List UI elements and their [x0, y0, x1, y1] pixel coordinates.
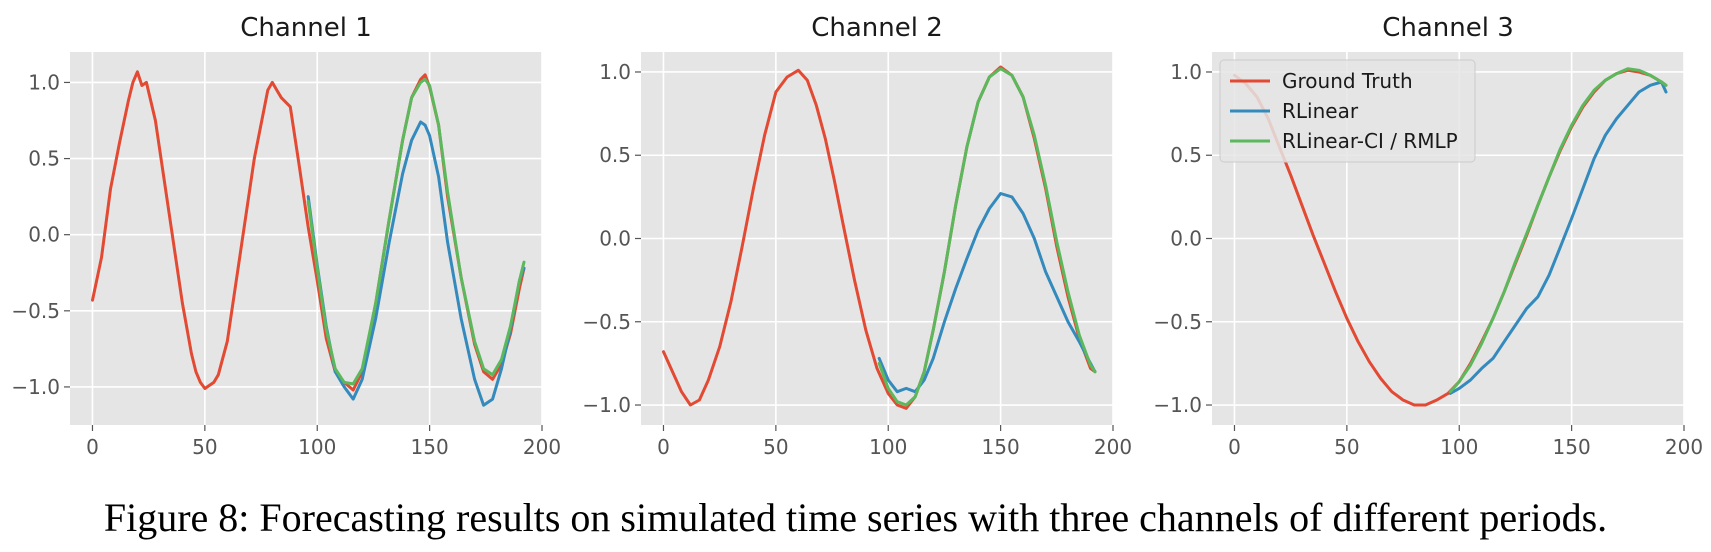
x-tick-label: 100 — [869, 435, 907, 459]
y-tick-label: 0.5 — [1170, 143, 1202, 167]
legend-label: Ground Truth — [1282, 69, 1413, 93]
channel-title: Channel 2 — [811, 13, 943, 43]
series-line-rlinear-ci-rmlp — [306, 77, 526, 386]
channel-2-panel: 0 50 100 150 200 1.0 0.5 0.0 −0.5 −1.0 Channel 2 — [582, 13, 1132, 459]
x-tick-label: 150 — [411, 435, 449, 459]
x-tick-label: 200 — [1665, 435, 1703, 459]
x-tick-label: 200 — [523, 435, 561, 459]
channel-title: Channel 1 — [240, 13, 372, 43]
y-tick-label: −0.5 — [1153, 310, 1202, 334]
x-tick-label: 100 — [1440, 435, 1478, 459]
x-tick-label: 50 — [192, 435, 217, 459]
x-tick-label: 200 — [1094, 435, 1132, 459]
y-tick-label: 0.0 — [28, 223, 60, 247]
series-line-rlinear-ci-rmlp — [1448, 67, 1668, 394]
y-tick-label: −1.0 — [582, 393, 631, 417]
x-tick-label: 0 — [657, 435, 670, 459]
x-tick-label: 150 — [1553, 435, 1591, 459]
series-line-rlinear — [1448, 80, 1668, 395]
legend: Ground Truth RLinear RLinear-CI / RMLP — [1219, 59, 1476, 163]
figure-chart: 0 50 100 150 200 1.0 0.5 0.0 −0.5 −1.0 Channel 1 0 5… — [11, 13, 1703, 459]
y-tick-label: 0.5 — [28, 147, 60, 171]
y-tick-label: −0.5 — [11, 299, 60, 323]
x-tick-label: 0 — [86, 435, 99, 459]
channel-title: Channel 3 — [1382, 13, 1514, 43]
channel-3-panel: 0 50 100 150 200 1.0 0.5 0.0 −0.5 −1.0 Channel 3 Gr… — [1153, 13, 1703, 459]
x-tick-label: 0 — [1228, 435, 1241, 459]
series-line-rlinear — [877, 192, 1097, 394]
y-tick-label: −1.0 — [1153, 393, 1202, 417]
y-tick-label: 0.0 — [1170, 227, 1202, 251]
plot-area — [70, 52, 542, 425]
y-tick-label: 0.0 — [599, 227, 631, 251]
legend-label: RLinear-CI / RMLP — [1282, 129, 1458, 153]
legend-label: RLinear — [1282, 99, 1359, 123]
series-line-rlinear — [306, 120, 526, 407]
y-tick-label: −0.5 — [582, 310, 631, 334]
x-tick-label: 100 — [298, 435, 336, 459]
x-tick-label: 50 — [1334, 435, 1359, 459]
figure-caption: Figure 8: Forecasting results on simulat… — [103, 495, 1608, 540]
y-tick-label: 1.0 — [1170, 60, 1202, 84]
y-tick-label: 1.0 — [599, 60, 631, 84]
series-line-rlinear-ci-rmlp — [877, 67, 1097, 407]
y-tick-label: −1.0 — [11, 375, 60, 399]
y-tick-label: 0.5 — [599, 143, 631, 167]
x-tick-label: 150 — [982, 435, 1020, 459]
y-tick-label: 1.0 — [28, 70, 60, 94]
legend-box — [1219, 59, 1476, 163]
x-tick-label: 50 — [763, 435, 788, 459]
channel-1-panel: 0 50 100 150 200 1.0 0.5 0.0 −0.5 −1.0 Channel 1 — [11, 13, 561, 459]
